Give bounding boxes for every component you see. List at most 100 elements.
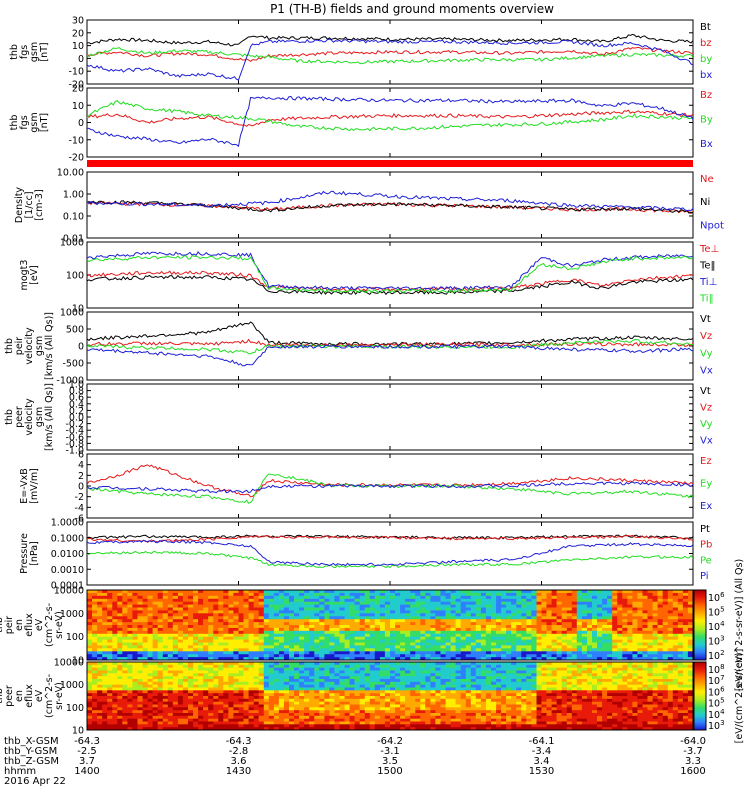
spectrogram-cell	[97, 699, 103, 702]
spectrogram-cell	[148, 665, 154, 668]
spectrogram-cell	[562, 648, 568, 652]
spectrogram-cell	[592, 613, 598, 617]
spectrogram-cell	[218, 724, 224, 727]
spectrogram-cell	[314, 596, 320, 600]
spectrogram-cell	[663, 648, 669, 652]
spectrogram-cell	[92, 648, 98, 652]
spectrogram-cell	[375, 673, 381, 676]
spectrogram-cell	[213, 724, 219, 727]
spectrogram-cell	[102, 613, 108, 617]
legend-label: Vy	[700, 348, 713, 359]
spectrogram-cell	[572, 613, 578, 617]
spectrogram-cell	[228, 690, 234, 693]
legend-label: Bz	[700, 90, 712, 101]
spectrogram-cell	[279, 707, 285, 710]
spectrogram-cell	[395, 724, 401, 727]
spectrogram-cell	[441, 665, 447, 668]
spectrogram-cell	[334, 682, 340, 685]
y-tick-label: -500	[62, 359, 84, 370]
spectrogram-cell	[355, 699, 361, 702]
spectrogram-cell	[183, 724, 189, 727]
spectrogram-cell	[577, 648, 583, 652]
spectrogram-cell	[415, 631, 421, 635]
spectrogram-cell	[309, 631, 315, 635]
spectrogram-cell	[345, 699, 351, 702]
spectrogram-cell	[138, 682, 144, 685]
spectrogram-cell	[365, 682, 371, 685]
spectrogram-cell	[208, 631, 214, 635]
spectrogram-cell	[289, 716, 295, 719]
spectrogram-cell	[340, 596, 346, 600]
spectrogram-cell	[97, 673, 103, 676]
spectrogram-cell	[97, 690, 103, 693]
spectrogram-cell	[345, 665, 351, 668]
spectrogram-cell	[441, 648, 447, 652]
spectrogram-cell	[420, 648, 426, 652]
spectrogram-cell	[683, 631, 689, 635]
spectrogram-cell	[476, 648, 482, 652]
spectrogram-cell	[122, 699, 128, 702]
spectrogram-cell	[178, 596, 184, 600]
spectrogram-cell	[112, 707, 118, 710]
spectrogram-cell	[607, 613, 613, 617]
spectrogram-cell	[122, 716, 128, 719]
series-group	[87, 191, 693, 213]
spectrogram-cell	[274, 690, 280, 693]
spectrogram-cell	[279, 596, 285, 600]
spectrogram-cell	[375, 724, 381, 727]
spectrogram-cell	[632, 648, 638, 652]
spectrogram-cell	[481, 596, 487, 600]
spectrogram-cell	[143, 716, 149, 719]
spectrogram-cell	[254, 707, 260, 710]
spectrogram-cell	[476, 613, 482, 617]
spectrogram-cell	[107, 707, 113, 710]
spectrogram-cell	[97, 648, 103, 652]
spectrogram-cell	[213, 682, 219, 685]
spectrogram-cell	[173, 648, 179, 652]
spectrogram-cell	[168, 631, 174, 635]
spectrogram-cell	[239, 673, 245, 676]
spectrogram-cell	[168, 665, 174, 668]
spectrogram-cell	[334, 673, 340, 676]
spectrogram-cell	[294, 716, 300, 719]
spectrogram-cell	[122, 690, 128, 693]
spectrogram-cell	[143, 596, 149, 600]
y-axis-label: E=-VxB[mV/m]	[19, 468, 40, 504]
spectrogram-cell	[410, 596, 416, 600]
spectrogram-cell	[456, 613, 462, 617]
spectrogram-cell	[607, 596, 613, 600]
spectrogram-cell	[385, 665, 391, 668]
spectrogram-cell	[643, 648, 649, 652]
spectrogram-cell	[441, 596, 447, 600]
y-tick-label: 4	[78, 460, 84, 471]
spectrogram-cell	[208, 699, 214, 702]
spectrogram-cell	[299, 707, 305, 710]
spectrogram-cell	[617, 596, 623, 600]
spectrogram-cell	[622, 631, 628, 635]
spectrogram-cell	[597, 631, 603, 635]
spectrogram-cell	[673, 596, 679, 600]
spectrogram-cell	[405, 716, 411, 719]
spectrogram-cell	[324, 665, 330, 668]
spectrogram-cell	[213, 699, 219, 702]
spectrogram-cell	[223, 682, 229, 685]
spectrogram-cell	[223, 648, 229, 652]
spectrogram-cell	[107, 682, 113, 685]
spectrogram-cell	[218, 631, 224, 635]
spectrogram-cell	[466, 613, 472, 617]
legend-label: Vz	[700, 331, 712, 342]
spectrogram-cell	[228, 724, 234, 727]
spectrogram-cell	[451, 613, 457, 617]
spectrogram-cell	[274, 596, 280, 600]
spectrogram-cell	[329, 613, 335, 617]
spectrogram-cell	[360, 690, 366, 693]
spectrogram-cell	[329, 682, 335, 685]
spectrogram-cell	[461, 648, 467, 652]
spectrogram-cell	[587, 648, 593, 652]
spectrogram-cell	[390, 596, 396, 600]
spectrogram-cell	[526, 596, 532, 600]
spectrogram-cell	[173, 690, 179, 693]
spectrogram-cell	[279, 631, 285, 635]
spectrogram-cell	[658, 648, 664, 652]
spectrogram-cell	[148, 716, 154, 719]
